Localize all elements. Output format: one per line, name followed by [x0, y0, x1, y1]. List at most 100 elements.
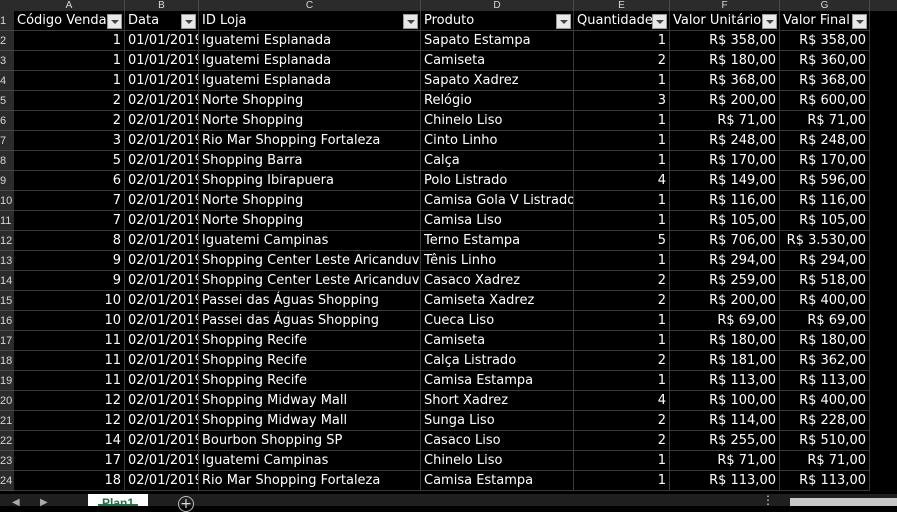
row-header-2[interactable]: 2 — [0, 31, 14, 51]
table-cell[interactable]: Iguatemi Campinas — [199, 451, 421, 471]
table-cell[interactable]: Shopping Midway Mall — [199, 391, 421, 411]
table-cell[interactable]: 1 — [574, 471, 670, 491]
table-cell[interactable]: R$ 200,00 — [670, 291, 780, 311]
table-cell[interactable]: 3 — [574, 91, 670, 111]
row-header-4[interactable]: 4 — [0, 71, 14, 91]
table-cell[interactable]: Iguatemi Campinas — [199, 231, 421, 251]
table-cell[interactable]: 1 — [574, 131, 670, 151]
table-cell[interactable]: Iguatemi Esplanada — [199, 31, 421, 51]
row-header-8[interactable]: 8 — [0, 151, 14, 171]
table-cell[interactable]: 7 — [14, 191, 125, 211]
table-cell[interactable]: 2 — [574, 291, 670, 311]
table-cell[interactable]: 02/01/2019 — [125, 251, 199, 271]
table-cell[interactable]: R$ 228,00 — [780, 411, 870, 431]
table-cell[interactable]: R$ 400,00 — [780, 391, 870, 411]
table-cell[interactable]: 14 — [14, 431, 125, 451]
table-cell[interactable]: 02/01/2019 — [125, 371, 199, 391]
table-cell[interactable]: 1 — [574, 151, 670, 171]
table-cell[interactable]: 1 — [574, 31, 670, 51]
table-cell[interactable]: R$ 248,00 — [670, 131, 780, 151]
table-cell[interactable]: R$ 368,00 — [670, 71, 780, 91]
table-cell[interactable]: 02/01/2019 — [125, 431, 199, 451]
table-cell[interactable]: Shopping Midway Mall — [199, 411, 421, 431]
table-cell[interactable]: 9 — [14, 251, 125, 271]
table-cell[interactable]: R$ 180,00 — [670, 331, 780, 351]
column-header-a[interactable]: A — [14, 0, 125, 11]
header-cell[interactable]: Data — [125, 11, 199, 31]
table-cell[interactable]: Camisa Gola V Listrado — [421, 191, 574, 211]
table-cell[interactable]: Rio Mar Shopping Fortaleza — [199, 471, 421, 491]
table-cell[interactable]: 8 — [14, 231, 125, 251]
table-cell[interactable]: R$ 368,00 — [780, 71, 870, 91]
table-cell[interactable]: R$ 596,00 — [780, 171, 870, 191]
table-cell[interactable]: 1 — [14, 31, 125, 51]
table-cell[interactable]: Sapato Xadrez — [421, 71, 574, 91]
row-header-3[interactable]: 3 — [0, 51, 14, 71]
table-cell[interactable]: R$ 400,00 — [780, 291, 870, 311]
table-cell[interactable]: 02/01/2019 — [125, 311, 199, 331]
table-cell[interactable]: R$ 362,00 — [780, 351, 870, 371]
table-cell[interactable]: Camiseta — [421, 51, 574, 71]
row-header-13[interactable]: 13 — [0, 251, 14, 271]
table-cell[interactable]: Camiseta — [421, 331, 574, 351]
table-cell[interactable]: 1 — [574, 451, 670, 471]
table-cell[interactable]: 02/01/2019 — [125, 411, 199, 431]
table-cell[interactable]: Short Xadrez — [421, 391, 574, 411]
table-cell[interactable]: Passei das Águas Shopping — [199, 291, 421, 311]
table-cell[interactable]: R$ 180,00 — [670, 51, 780, 71]
header-cell[interactable]: Valor Unitário — [670, 11, 780, 31]
table-cell[interactable]: Passei das Águas Shopping — [199, 311, 421, 331]
table-cell[interactable]: R$ 600,00 — [780, 91, 870, 111]
table-cell[interactable]: Shopping Recife — [199, 351, 421, 371]
add-sheet-icon[interactable]: + — [178, 496, 194, 512]
row-header-7[interactable]: 7 — [0, 131, 14, 151]
table-cell[interactable]: R$ 518,00 — [780, 271, 870, 291]
table-cell[interactable]: Camisa Liso — [421, 211, 574, 231]
row-header-23[interactable]: 23 — [0, 451, 14, 471]
table-cell[interactable]: 02/01/2019 — [125, 351, 199, 371]
table-cell[interactable]: R$ 294,00 — [780, 251, 870, 271]
table-cell[interactable]: Cinto Linho — [421, 131, 574, 151]
table-cell[interactable]: Casaco Liso — [421, 431, 574, 451]
row-header-15[interactable]: 15 — [0, 291, 14, 311]
table-cell[interactable]: 01/01/2019 — [125, 31, 199, 51]
table-cell[interactable]: 1 — [14, 51, 125, 71]
table-cell[interactable]: 5 — [14, 151, 125, 171]
table-cell[interactable]: Polo Listrado — [421, 171, 574, 191]
column-header-d[interactable]: D — [421, 0, 574, 11]
table-cell[interactable]: R$ 69,00 — [780, 311, 870, 331]
table-cell[interactable]: 2 — [574, 51, 670, 71]
table-cell[interactable]: R$ 180,00 — [780, 331, 870, 351]
table-cell[interactable]: 17 — [14, 451, 125, 471]
table-cell[interactable]: 5 — [574, 231, 670, 251]
table-cell[interactable]: 1 — [574, 191, 670, 211]
filter-dropdown-icon[interactable] — [852, 14, 867, 29]
table-cell[interactable]: Iguatemi Esplanada — [199, 71, 421, 91]
row-header-21[interactable]: 21 — [0, 411, 14, 431]
table-cell[interactable]: R$ 294,00 — [670, 251, 780, 271]
table-cell[interactable]: Norte Shopping — [199, 191, 421, 211]
table-cell[interactable]: R$ 116,00 — [670, 191, 780, 211]
table-cell[interactable]: 2 — [574, 351, 670, 371]
table-cell[interactable]: R$ 71,00 — [780, 451, 870, 471]
table-cell[interactable]: 1 — [574, 251, 670, 271]
filter-dropdown-icon[interactable] — [652, 14, 667, 29]
column-header-g[interactable]: G — [780, 0, 870, 11]
table-cell[interactable]: R$ 360,00 — [780, 51, 870, 71]
table-cell[interactable]: 02/01/2019 — [125, 471, 199, 491]
table-cell[interactable]: 4 — [574, 391, 670, 411]
row-header-10[interactable]: 10 — [0, 191, 14, 211]
table-cell[interactable]: Calça Listrado — [421, 351, 574, 371]
table-cell[interactable]: Shopping Recife — [199, 331, 421, 351]
table-cell[interactable]: 7 — [14, 211, 125, 231]
row-header-9[interactable]: 9 — [0, 171, 14, 191]
table-cell[interactable]: 11 — [14, 331, 125, 351]
table-cell[interactable]: 01/01/2019 — [125, 51, 199, 71]
sheet-tab-plan1[interactable]: Plan1 — [88, 494, 148, 506]
row-header-18[interactable]: 18 — [0, 351, 14, 371]
table-cell[interactable]: Sunga Liso — [421, 411, 574, 431]
table-cell[interactable]: Shopping Center Leste Aricanduva — [199, 271, 421, 291]
more-options-icon[interactable]: ⋮ — [762, 493, 774, 507]
table-cell[interactable]: R$ 170,00 — [670, 151, 780, 171]
table-cell[interactable]: 1 — [14, 71, 125, 91]
